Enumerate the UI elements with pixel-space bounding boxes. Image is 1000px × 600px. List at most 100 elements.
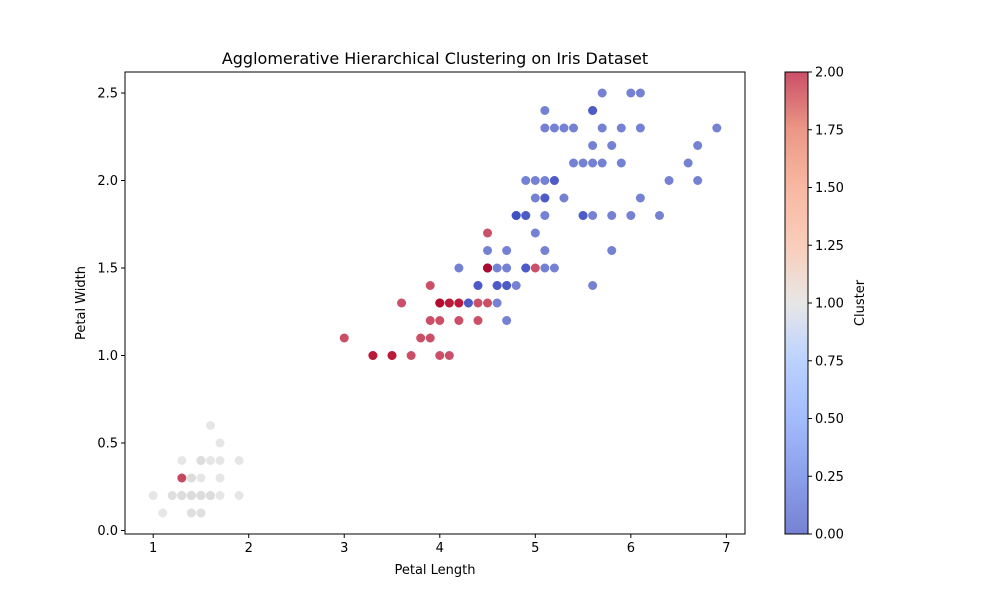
colorbar-label: Cluster — [853, 279, 868, 326]
scatter-point — [521, 263, 531, 273]
scatter-point — [588, 158, 598, 168]
scatter-point — [435, 351, 445, 360]
scatter-point — [693, 141, 703, 150]
scatter-point — [530, 263, 540, 273]
y-axis-label: Petal Width — [74, 266, 89, 340]
scatter-point — [215, 491, 225, 500]
x-tick-label: 6 — [627, 541, 635, 556]
scatter-point — [559, 193, 569, 203]
scatter-point — [712, 123, 722, 133]
scatter-point — [530, 176, 540, 185]
colorbar-gradient — [785, 72, 808, 534]
colorbar-tick-label: 0.25 — [815, 470, 844, 485]
scatter-point — [626, 88, 636, 98]
y-tick-label: 0.5 — [97, 437, 118, 452]
colorbar-tick-label: 1.50 — [815, 181, 844, 196]
scatter-point — [234, 491, 244, 500]
scatter-point — [454, 298, 464, 308]
scatter-point — [635, 123, 645, 133]
scatter-point — [368, 351, 378, 360]
scatter-point — [425, 333, 435, 343]
scatter-point — [387, 351, 397, 360]
scatter-point — [492, 263, 502, 273]
scatter-point — [158, 508, 168, 518]
colorbar-tick-label: 0.50 — [815, 412, 844, 427]
scatter-point — [616, 158, 626, 168]
x-tick-label: 7 — [722, 541, 730, 556]
scatter-point — [473, 298, 483, 308]
scatter-point — [215, 438, 225, 448]
colorbar-tick-label: 1.25 — [815, 239, 844, 254]
scatter-point — [578, 211, 588, 220]
scatter-point — [588, 281, 598, 290]
y-tick-label: 2.5 — [97, 87, 118, 102]
scatter-point — [530, 228, 540, 238]
scatter-point — [511, 211, 521, 220]
scatter-point — [588, 106, 598, 115]
scatter-point — [186, 508, 196, 518]
colorbar-tick-label: 1.75 — [815, 123, 844, 138]
scatter-point — [196, 508, 206, 518]
y-tick-label: 2.0 — [97, 174, 118, 189]
scatter-point — [655, 211, 664, 220]
scatter-point — [549, 263, 559, 273]
scatter-point — [483, 263, 493, 273]
scatter-point — [177, 473, 187, 483]
scatter-point — [588, 211, 598, 220]
scatter-point — [540, 246, 550, 255]
scatter-point — [616, 123, 626, 133]
scatter-point — [683, 158, 693, 168]
scatter-point — [406, 351, 416, 360]
scatter-point — [540, 176, 550, 185]
scatter-point — [196, 473, 206, 483]
scatter-point — [549, 123, 559, 133]
scatter-point — [425, 316, 435, 325]
scatter-point — [215, 456, 225, 465]
scatter-point — [473, 281, 483, 290]
scatter-point — [473, 316, 483, 325]
plot-frame — [124, 71, 746, 535]
scatter-point — [540, 263, 550, 273]
scatter-point — [234, 456, 244, 465]
colorbar-ticks: 0.00 0.25 0.50 0.75 1.00 1.25 1.50 1.75 2.00 — [808, 66, 844, 543]
scatter-point — [444, 351, 454, 360]
y-tick-label: 1.5 — [97, 262, 118, 277]
scatter-point — [148, 491, 158, 500]
scatter-point — [607, 141, 617, 150]
scatter-point — [502, 316, 512, 325]
scatter-point — [597, 158, 607, 168]
scatter-point — [435, 316, 445, 325]
scatter-point — [607, 211, 617, 220]
scatter-point — [177, 456, 187, 465]
scatter-point — [664, 176, 674, 185]
scatter-point — [463, 298, 473, 308]
scatter-point — [597, 88, 607, 98]
scatter-point — [635, 88, 645, 98]
scatter-point — [339, 333, 349, 343]
colorbar: 0.00 0.25 0.50 0.75 1.00 1.25 1.50 1.75 2.00 Clu… — [784, 66, 868, 543]
x-tick-label: 1 — [149, 541, 157, 556]
scatter-point — [635, 193, 645, 203]
scatter-point — [206, 421, 215, 430]
scatter-point — [483, 246, 493, 255]
x-tick-label: 2 — [245, 541, 253, 556]
colorbar-tick-label: 0.75 — [815, 354, 844, 369]
scatter-point — [167, 491, 177, 500]
y-tick-label: 1.0 — [97, 349, 118, 364]
scatter-point — [206, 456, 215, 465]
x-tick-label: 4 — [436, 541, 444, 556]
scatter-point — [502, 263, 512, 273]
x-axis-label: Petal Length — [394, 563, 475, 578]
scatter-point — [492, 281, 502, 290]
scatter-point — [502, 246, 512, 255]
scatter-point — [540, 193, 550, 203]
scatter-point — [588, 141, 598, 150]
scatter-point — [540, 123, 550, 133]
scatter-point — [549, 176, 559, 185]
scatter-point — [454, 316, 464, 325]
y-tick-label: 0.0 — [97, 524, 118, 539]
scatter-point — [196, 456, 206, 465]
scatter-point — [521, 211, 531, 220]
scatter-point — [186, 491, 196, 500]
